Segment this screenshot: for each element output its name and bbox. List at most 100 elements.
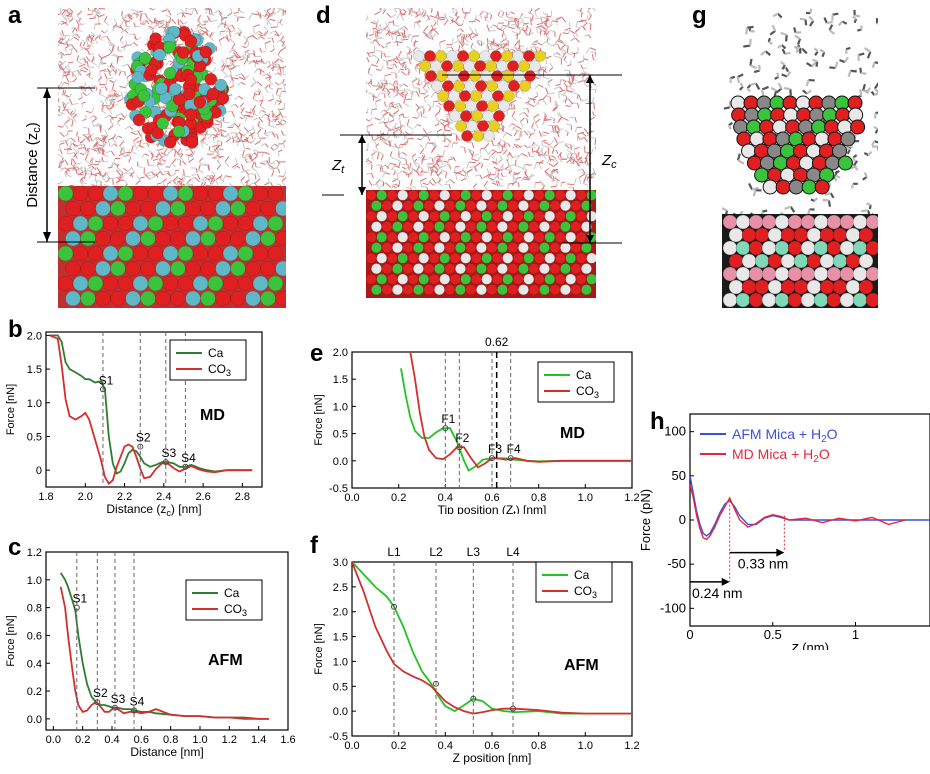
nanoparticle-cluster xyxy=(124,25,230,149)
chart-f: 0.0 0.2 0.4 0.6 0.8 1.0 1.2-0.50.00.51.01.52.0… xyxy=(313,545,640,765)
simulation-snapshot-a xyxy=(58,8,286,308)
y-tick-label: 0.4 xyxy=(27,658,42,670)
y-tick-label: 0.0 xyxy=(333,706,348,718)
method-label-afm-f: AFM xyxy=(564,657,599,674)
x-tick-label: 1.2 xyxy=(624,740,639,752)
method-label-md-b: MD xyxy=(200,407,225,424)
hemisphere-cluster xyxy=(730,95,866,195)
x-axis-label: Distance (zc) [nm] xyxy=(106,502,201,518)
y-tick-label: 1.5 xyxy=(333,374,348,386)
y-tick-label: -50 xyxy=(667,556,686,571)
y-tick-label: 1.0 xyxy=(333,656,348,668)
y-tick-label: 1.5 xyxy=(333,632,348,644)
y-tick-label: 0 xyxy=(36,465,42,477)
crystal-slab xyxy=(58,185,286,307)
y-tick-label: 1.5 xyxy=(27,364,42,376)
legend-label-co3: CO3 xyxy=(576,384,599,400)
plot-frame xyxy=(45,551,289,731)
y-axis-label: Force [nN] xyxy=(5,615,17,666)
panel-letter-d: d xyxy=(316,2,331,29)
marker-point xyxy=(99,386,106,393)
marker-label: S4 xyxy=(181,451,196,465)
y-tick-label: 0.8 xyxy=(27,603,42,615)
panel-letter-h: h xyxy=(650,408,665,435)
marker-label: S2 xyxy=(93,686,108,700)
arrowhead-024 xyxy=(721,577,730,586)
x-axis-label: Z position [nm] xyxy=(453,751,532,765)
y-tick-label: 1.0 xyxy=(27,398,42,410)
marker-label: F4 xyxy=(507,442,521,456)
marker-label: S1 xyxy=(72,592,87,606)
distance-label-a: Distance (zc) xyxy=(24,122,43,208)
y-tick-label: 0.5 xyxy=(333,681,348,693)
y-tick-label: 2.5 xyxy=(333,582,348,594)
x-tick-label: 1.2 xyxy=(222,734,237,746)
marker-point xyxy=(507,455,514,462)
series-line-1 xyxy=(352,562,632,715)
y-tick-label: -0.5 xyxy=(329,483,348,495)
x-tick-label: 2.8 xyxy=(235,491,250,503)
y-tick-label: 2.0 xyxy=(333,607,348,619)
zc-label: Zc xyxy=(601,152,617,171)
x-tick-label: 0.6 xyxy=(484,492,499,504)
legend-label-ca: Ca xyxy=(574,568,590,582)
marker-point xyxy=(182,463,189,470)
vline-label: 0.62 xyxy=(485,335,509,349)
marker-point xyxy=(470,695,477,702)
x-tick-label: 1.8 xyxy=(38,491,53,503)
legend-label-co3: CO3 xyxy=(208,362,231,378)
series-line-1 xyxy=(49,334,253,485)
tip-cluster xyxy=(413,50,546,142)
chart-h: 0 0.5 1 -100 -50 0 50 100 z (nm) Force (pN) AFM Mi… xyxy=(640,413,930,650)
x-tick-label: 2.2 xyxy=(117,491,132,503)
annotation-024: 0.24 nm xyxy=(692,585,743,601)
marker-label: S1 xyxy=(99,373,114,387)
y-tick-label: 0 xyxy=(679,512,686,527)
panel-letter-b: b xyxy=(8,316,23,343)
simulation-image-d xyxy=(366,8,596,298)
legend-label-afm: AFM Mica + H2O xyxy=(732,426,838,445)
x-tick-label: 1 xyxy=(852,627,859,642)
crystal-slab xyxy=(366,189,596,296)
y-tick-label: -0.5 xyxy=(329,731,348,743)
marker-label: S4 xyxy=(130,695,145,709)
x-tick-label: 0.8 xyxy=(531,740,546,752)
marker-point xyxy=(137,443,144,450)
y-tick-label: 0.0 xyxy=(27,714,42,726)
panel-letter-g: g xyxy=(692,2,707,29)
method-label-md-e: MD xyxy=(560,425,585,442)
y-tick-label: 2.0 xyxy=(333,347,348,359)
y-tick-label: 0.2 xyxy=(27,686,42,698)
series-line-1 xyxy=(690,484,906,541)
y-tick-label: 3.0 xyxy=(333,557,348,569)
simulation-image-a xyxy=(58,8,286,308)
x-tick-label: 0 xyxy=(686,627,693,642)
zt-zc-brackets-d: Zt Zc xyxy=(322,74,622,244)
y-axis-label: Force (pN) xyxy=(640,489,653,551)
y-tick-label: 1.0 xyxy=(333,401,348,413)
y-tick-label: 0.6 xyxy=(27,630,42,642)
legend xyxy=(535,561,613,603)
y-tick-label: 0.0 xyxy=(333,456,348,468)
marker-label: F2 xyxy=(455,431,469,445)
panel-letter-c: c xyxy=(8,534,22,561)
y-axis-label: Force [nN] xyxy=(313,623,325,674)
marker-point xyxy=(456,444,463,451)
marker-point xyxy=(391,603,397,610)
y-axis-label: Force [nN] xyxy=(5,384,17,435)
marker-point xyxy=(111,704,118,711)
simulation-image-g xyxy=(722,8,878,308)
marker-label: S2 xyxy=(136,431,151,445)
marker-label: S3 xyxy=(161,446,176,460)
x-tick-label: 0.4 xyxy=(438,492,453,504)
marker-label: S3 xyxy=(111,692,126,706)
x-tick-label: 1.0 xyxy=(578,492,593,504)
x-tick-label: 0.4 xyxy=(104,734,119,746)
x-tick-label: 2.0 xyxy=(78,491,93,503)
legend-label-ca: Ca xyxy=(576,368,592,382)
series-line-0 xyxy=(352,562,632,715)
x-tick-label: 0.8 xyxy=(531,492,546,504)
y-tick-label: 0.5 xyxy=(27,431,42,443)
y-tick-label: 1.0 xyxy=(27,575,42,587)
annotation-033: 0.33 nm xyxy=(738,556,789,572)
